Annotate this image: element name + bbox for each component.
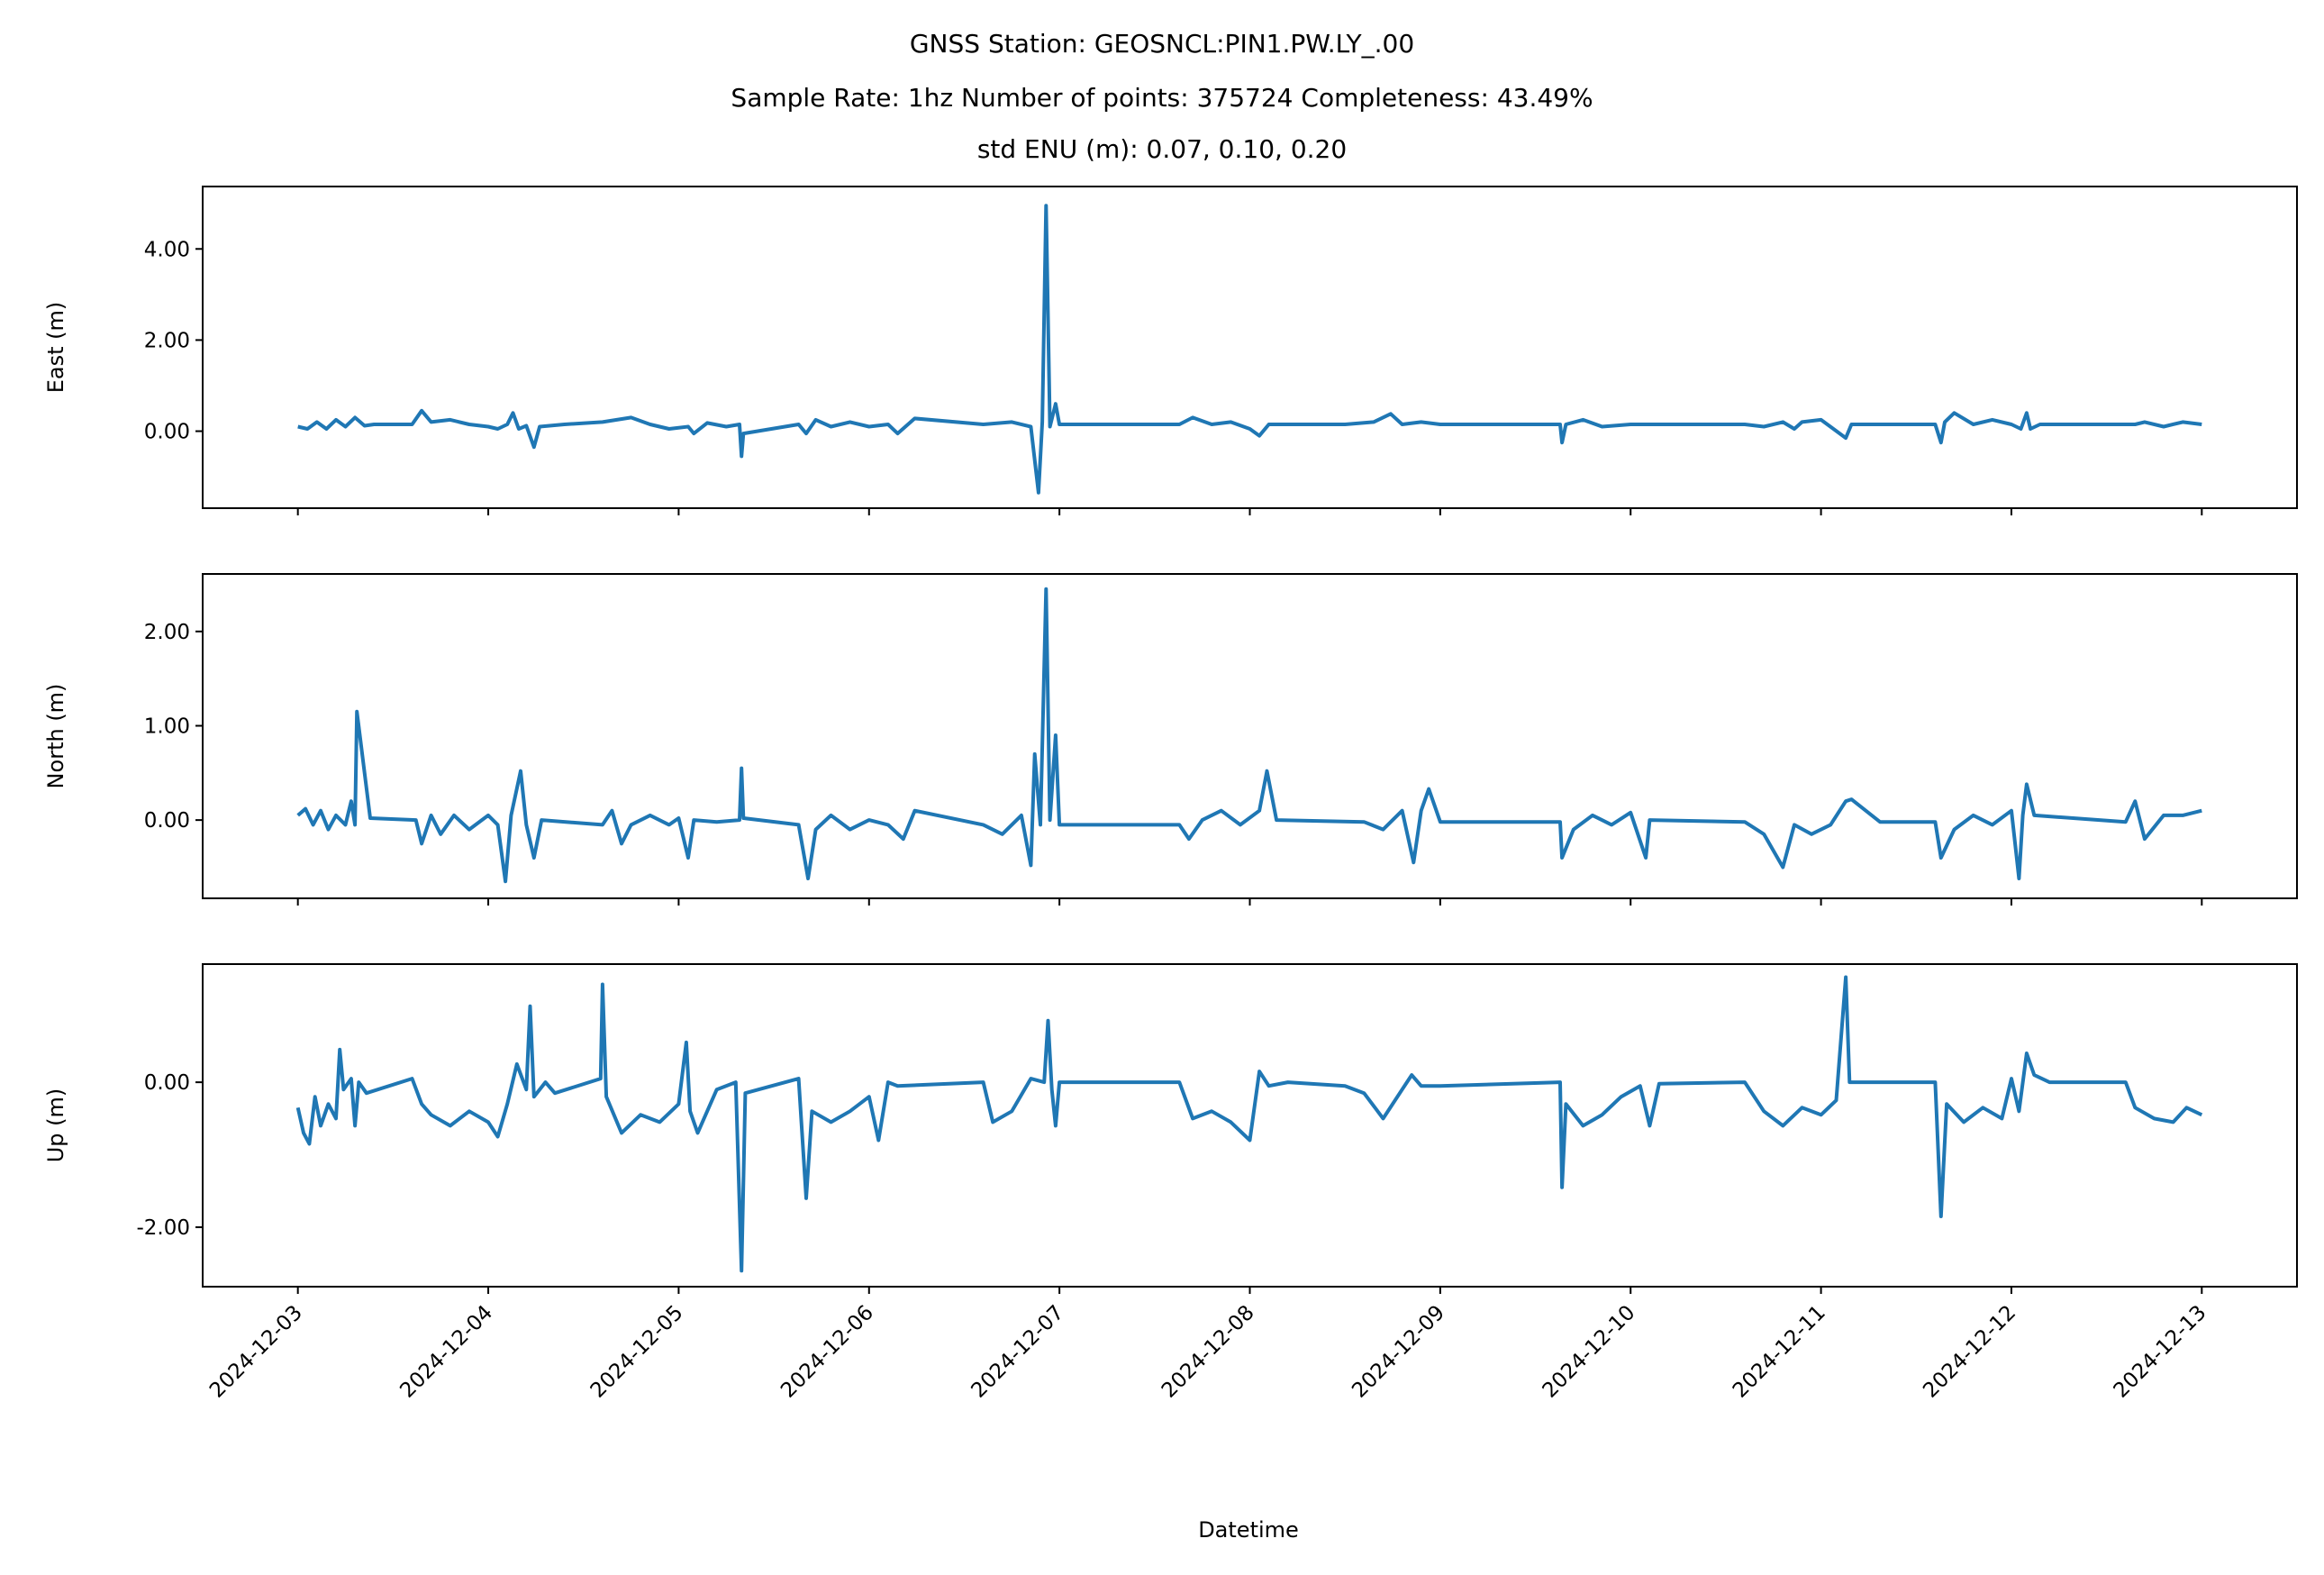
panel-east: 0.00 2.00 4.00 East (m) <box>43 186 2298 515</box>
north-y-axis-label: North (m) <box>43 684 68 789</box>
east-y-tick-label: 2.00 <box>144 329 190 352</box>
up-y-tick-label: 0.00 <box>144 1071 190 1095</box>
north-y-tick-label: 2.00 <box>144 621 190 644</box>
east-axes-frame <box>202 186 2298 509</box>
chart-title-line-2: Sample Rate: 1hz Number of points: 37572… <box>731 83 1593 113</box>
up-axes-frame <box>202 963 2298 1288</box>
east-y-tick-label: 4.00 <box>144 238 190 261</box>
chart-title-line-3: std ENU (m): 0.07, 0.10, 0.20 <box>977 134 1347 164</box>
east-y-axis-label: East (m) <box>43 302 68 394</box>
east-y-tick-label: 0.00 <box>144 421 190 444</box>
north-axes-frame <box>202 573 2298 899</box>
north-y-tick-label: 0.00 <box>144 809 190 833</box>
panel-up: -2.00 0.00 2024-12-03 2024-12-04 2024-12-05 2… <box>43 963 2298 1403</box>
x-tick-label: 2024-12-13 <box>2110 1301 2211 1403</box>
x-tick-label: 2024-12-08 <box>1157 1301 1259 1403</box>
x-tick-label: 2024-12-12 <box>1919 1301 2020 1403</box>
up-series-line <box>295 975 2203 1273</box>
north-series-line <box>296 587 2202 884</box>
x-tick-label: 2024-12-06 <box>776 1301 878 1403</box>
x-tick-label: 2024-12-03 <box>205 1301 307 1403</box>
north-y-tick-label: 1.00 <box>144 715 190 738</box>
panel-north: 0.00 1.00 2.00 North (m) <box>43 573 2298 906</box>
x-tick-label: 2024-12-10 <box>1539 1301 1640 1403</box>
up-y-tick-label: -2.00 <box>136 1216 190 1240</box>
x-tick-label: 2024-12-09 <box>1348 1301 1449 1403</box>
x-tick-label: 2024-12-04 <box>395 1301 497 1403</box>
chart-title-line-1: GNSS Station: GEOSNCL:PIN1.PW.LY_.00 <box>910 29 1414 59</box>
x-tick-label: 2024-12-11 <box>1729 1301 1830 1403</box>
up-y-axis-label: Up (m) <box>43 1088 68 1163</box>
x-tick-label: 2024-12-07 <box>967 1301 1068 1403</box>
east-series-line <box>297 204 2202 495</box>
x-axis-label: Datetime <box>1198 1517 1299 1543</box>
x-tick-label: 2024-12-05 <box>586 1301 688 1403</box>
